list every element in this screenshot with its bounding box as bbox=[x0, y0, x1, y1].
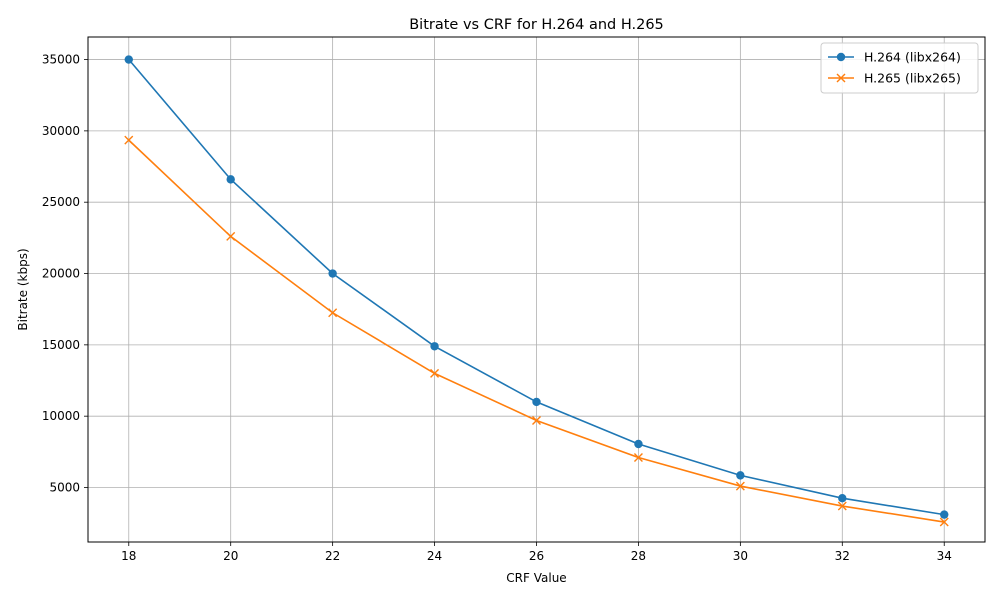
y-axis-label: Bitrate (kbps) bbox=[16, 248, 30, 330]
data-point bbox=[430, 368, 440, 378]
y-tick-label: 35000 bbox=[42, 53, 80, 67]
data-point bbox=[837, 501, 847, 511]
y-tick-label: 15000 bbox=[42, 338, 80, 352]
marker-stroke bbox=[836, 73, 846, 83]
data-point bbox=[532, 415, 541, 425]
x-tick-label: 24 bbox=[427, 549, 442, 563]
legend: H.264 (libx264) H.265 (libx265) bbox=[820, 42, 979, 94]
legend-item: H.265 (libx265) bbox=[828, 71, 961, 86]
y-axis: 5000 10000 15000 20000 25000 30000 35000 bbox=[42, 53, 88, 495]
legend-label: H.265 (libx265) bbox=[864, 71, 961, 86]
x-tick-label: 22 bbox=[325, 549, 340, 563]
x-tick-label: 26 bbox=[529, 549, 544, 563]
data-point bbox=[838, 494, 847, 503]
x-tick-label: 30 bbox=[733, 549, 748, 563]
series-layer bbox=[124, 55, 949, 527]
series-h264 bbox=[124, 55, 949, 519]
marker-stroke bbox=[837, 501, 847, 511]
data-point bbox=[532, 397, 541, 407]
y-tick-label: 5000 bbox=[49, 481, 80, 495]
marker-stroke bbox=[633, 453, 643, 463]
x-tick-label: 20 bbox=[223, 549, 238, 563]
x-tick-label: 18 bbox=[121, 549, 136, 563]
y-tick-label: 20000 bbox=[42, 267, 80, 281]
legend-marker bbox=[836, 73, 846, 83]
x-axis: 18 20 22 24 26 28 30 32 34 bbox=[121, 542, 952, 563]
x-tick-label: 32 bbox=[835, 549, 850, 563]
x-tick-label: 34 bbox=[937, 549, 952, 563]
data-point bbox=[939, 517, 949, 527]
marker-stroke bbox=[124, 135, 134, 145]
legend-item: H.264 (libx264) bbox=[828, 50, 961, 65]
data-point bbox=[226, 231, 236, 241]
marker-stroke bbox=[939, 517, 949, 527]
data-point bbox=[124, 55, 133, 64]
data-point bbox=[633, 453, 643, 463]
marker-stroke bbox=[735, 481, 745, 491]
data-point bbox=[430, 342, 439, 351]
chart-title: Bitrate vs CRF for H.264 and H.265 bbox=[409, 17, 664, 33]
y-tick-label: 10000 bbox=[42, 409, 80, 423]
data-point bbox=[634, 439, 643, 449]
marker-stroke bbox=[532, 415, 541, 425]
legend-label: H.264 (libx264) bbox=[864, 50, 961, 65]
grid bbox=[88, 37, 985, 542]
data-point bbox=[328, 308, 338, 318]
marker-stroke bbox=[226, 231, 236, 241]
series-h265 bbox=[124, 135, 949, 527]
x-tick-label: 28 bbox=[631, 549, 646, 563]
marker-stroke bbox=[430, 368, 440, 378]
data-point bbox=[736, 471, 745, 480]
marker-stroke bbox=[328, 308, 338, 318]
y-tick-label: 30000 bbox=[42, 124, 80, 138]
x-axis-label: CRF Value bbox=[506, 571, 566, 585]
data-point bbox=[124, 135, 134, 145]
y-tick-label: 25000 bbox=[42, 195, 80, 209]
data-point bbox=[940, 510, 949, 519]
data-point bbox=[328, 269, 337, 278]
legend-marker bbox=[836, 52, 846, 62]
legend-box bbox=[820, 42, 979, 94]
data-point bbox=[735, 481, 745, 491]
data-point bbox=[226, 175, 235, 184]
